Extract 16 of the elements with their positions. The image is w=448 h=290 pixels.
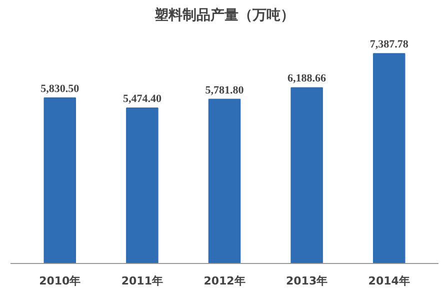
chart-title: 塑料制品产量（万吨） xyxy=(154,6,294,24)
x-tick-label: 2011年 xyxy=(121,274,164,288)
bar xyxy=(44,97,76,264)
x-tick-label: 2014年 xyxy=(368,274,410,288)
x-tick-label: 2010年 xyxy=(39,274,81,288)
data-label: 5,474.40 xyxy=(122,93,162,106)
bar xyxy=(126,108,158,264)
bar xyxy=(290,87,323,264)
data-label: 5,781.80 xyxy=(205,84,244,96)
x-tick-label: 2013年 xyxy=(286,274,328,288)
data-label: 5,830.50 xyxy=(40,82,80,95)
data-label: 6,188.66 xyxy=(288,72,327,85)
bar xyxy=(372,53,406,264)
x-tick-label: 2012年 xyxy=(204,274,246,288)
bar xyxy=(208,98,241,264)
data-label: 7,387.78 xyxy=(370,38,409,51)
